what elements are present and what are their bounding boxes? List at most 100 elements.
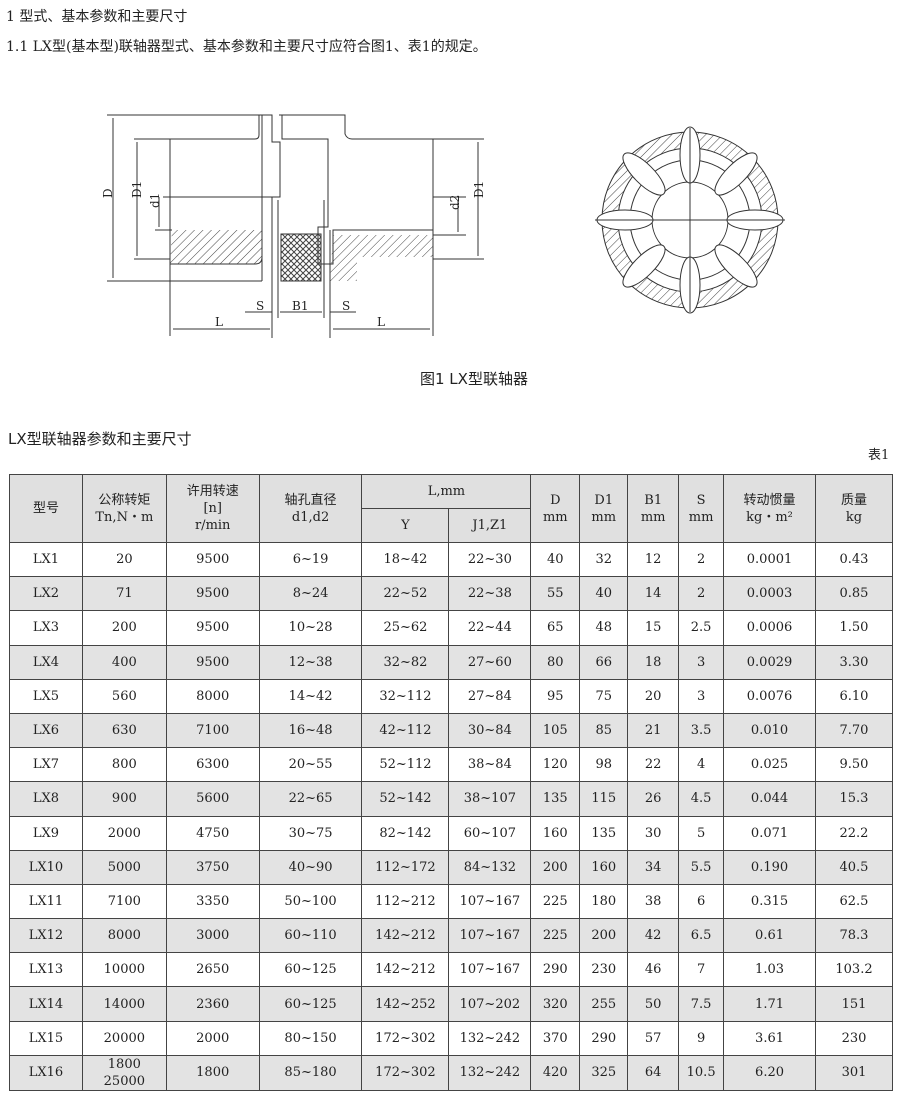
table-row: LX9 2000 4750 30~75 82~142 60~107 160 135 30 5 0.0… [9, 815, 894, 851]
table-cell: 0.025 [723, 747, 816, 783]
table-cell: 80 [530, 644, 581, 680]
label-D1-right: D1 [472, 181, 486, 198]
table-cell: 0.071 [723, 815, 816, 851]
table-cell: 0.0006 [723, 610, 816, 646]
table-cell: 12 [627, 541, 680, 578]
table-cell: 9 [678, 1020, 725, 1056]
table-cell: 6300 [165, 747, 260, 783]
table-cell: 25~62 [361, 610, 450, 646]
header-B1: B1 mm [627, 474, 680, 543]
table-cell: 103.2 [814, 952, 894, 988]
table-cell: 46 [627, 952, 680, 988]
header-model: 型号 [9, 474, 83, 543]
table-cell: 1.50 [814, 610, 894, 646]
table-cell: 3350 [165, 883, 260, 920]
table-cell: LX6 [9, 712, 83, 749]
table-cell: 15 [627, 610, 680, 646]
table-cell: 8000 [165, 678, 260, 714]
header-speed: 许用转速 [n] r/min [165, 474, 260, 543]
table-cell: 2.5 [678, 610, 725, 646]
table-cell: 32~82 [361, 644, 450, 680]
table-cell: LX16 [9, 1054, 83, 1091]
table-cell: 9500 [165, 610, 260, 646]
table-cell: 0.0029 [723, 644, 816, 680]
header-bore: 轴孔直径 d1,d2 [258, 474, 363, 543]
table-cell: 32~112 [361, 678, 450, 714]
table-cell: 142~252 [361, 986, 450, 1022]
table-cell: 3750 [165, 849, 260, 885]
header-D1: D1 mm [579, 474, 629, 543]
table-cell: 22~38 [448, 576, 532, 612]
table-cell: 6.10 [814, 678, 894, 714]
table-cell: LX13 [9, 952, 83, 988]
table-row: LX5 560 8000 14~42 32~112 27~84 95 75 20 3 0.0076 6… [9, 678, 894, 714]
table-cell: 115 [579, 781, 629, 817]
table-cell: 9500 [165, 541, 260, 578]
table-cell: 2000 [165, 1020, 260, 1056]
table-cell: 62.5 [814, 883, 894, 920]
label-D: D [101, 188, 115, 198]
table-cell: 325 [579, 1054, 629, 1091]
table-cell: 30 [627, 815, 680, 851]
table-row: LX1 20 9500 6~19 18~42 22~30 40 32 12 2 0.0001 0.43 [9, 541, 894, 578]
table-cell: 10.5 [678, 1054, 725, 1091]
table-cell: 5600 [165, 781, 260, 817]
table-cell: 1800 25000 [81, 1054, 167, 1091]
table-cell: 52~112 [361, 747, 450, 783]
table-cell: 21 [627, 712, 680, 749]
figure-caption: 图1 LX型联轴器 [420, 370, 528, 388]
table-cell: 200 [530, 849, 581, 885]
table-row: LX8 900 5600 22~65 52~142 38~107 135 115 26 4.5 0.… [9, 781, 894, 817]
table-cell: 7100 [165, 712, 260, 749]
table-cell: 12~38 [258, 644, 363, 680]
table-cell: 0.43 [814, 541, 894, 578]
table-row: LX13 10000 2650 60~125 142~212 107~167 290 230 4… [9, 952, 894, 988]
table-cell: 8000 [81, 918, 167, 954]
table-cell: LX4 [9, 644, 83, 680]
table-cell: 40 [579, 576, 629, 612]
header-Y: Y [361, 508, 450, 543]
table-cell: 290 [530, 952, 581, 988]
table-cell: LX11 [9, 883, 83, 920]
table-row: LX2 71 9500 8~24 22~52 22~38 55 40 14 2 0.0003 0.85 [9, 576, 894, 612]
table-cell: 2 [678, 576, 725, 612]
table-cell: 66 [579, 644, 629, 680]
table-row: LX7 800 6300 20~55 52~112 38~84 120 98 22 4 0.025 9… [9, 747, 894, 783]
table-cell: 8~24 [258, 576, 363, 612]
table-cell: 3.30 [814, 644, 894, 680]
table-cell: 160 [579, 849, 629, 885]
table-cell: 30~84 [448, 712, 532, 749]
table-cell: 3000 [165, 918, 260, 954]
table-cell: 64 [627, 1054, 680, 1091]
table-cell: 84~132 [448, 849, 532, 885]
table-cell: 0.85 [814, 576, 894, 612]
table-cell: 560 [81, 678, 167, 714]
table-cell: 135 [579, 815, 629, 851]
table-cell: 420 [530, 1054, 581, 1091]
table-cell: 18 [627, 644, 680, 680]
table-cell: 22~52 [361, 576, 450, 612]
table-cell: 0.0076 [723, 678, 816, 714]
table-cell: 180 [579, 883, 629, 920]
table-cell: 5000 [81, 849, 167, 885]
table-cell: 132~242 [448, 1054, 532, 1091]
table-cell: 200 [81, 610, 167, 646]
header-J1Z1: J1,Z1 [448, 508, 532, 543]
label-D1-left: D1 [130, 181, 144, 198]
table-cell: 18~42 [361, 541, 450, 578]
table-row: LX12 8000 3000 60~110 142~212 107~167 225 200 42… [9, 918, 894, 954]
table-cell: 3 [678, 678, 725, 714]
table-cell: 1800 [165, 1054, 260, 1091]
table-cell: 107~202 [448, 986, 532, 1022]
table-cell: LX10 [9, 849, 83, 885]
table-cell: 60~125 [258, 952, 363, 988]
table-cell: 48 [579, 610, 629, 646]
table-cell: 7.70 [814, 712, 894, 749]
table-cell: 82~142 [361, 815, 450, 851]
table-row: LX14 14000 2360 60~125 142~252 107~202 320 255 5… [9, 986, 894, 1022]
table-cell: 0.0001 [723, 541, 816, 578]
table-cell: 22~30 [448, 541, 532, 578]
table-cell: 20 [627, 678, 680, 714]
header-torque: 公称转矩 Tn,N・m [81, 474, 167, 543]
